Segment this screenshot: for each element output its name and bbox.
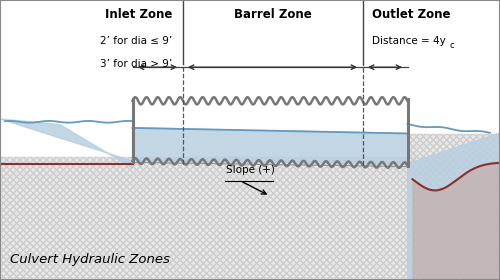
Polygon shape: [0, 119, 132, 168]
Text: Barrel Zone: Barrel Zone: [234, 8, 312, 21]
Text: 2’ for dia ≤ 9’: 2’ for dia ≤ 9’: [100, 36, 172, 46]
Text: Culvert Hydraulic Zones: Culvert Hydraulic Zones: [10, 253, 170, 266]
FancyBboxPatch shape: [408, 134, 500, 280]
Text: 3’ for dia > 9’: 3’ for dia > 9’: [100, 59, 172, 69]
Text: c: c: [450, 41, 454, 50]
Text: Inlet Zone: Inlet Zone: [105, 8, 172, 21]
FancyBboxPatch shape: [0, 157, 500, 280]
Text: Slope (+): Slope (+): [226, 165, 274, 175]
Polygon shape: [408, 133, 500, 280]
Text: Outlet Zone: Outlet Zone: [372, 8, 451, 21]
Polygon shape: [132, 128, 407, 164]
Text: Distance = 4y: Distance = 4y: [372, 36, 446, 46]
